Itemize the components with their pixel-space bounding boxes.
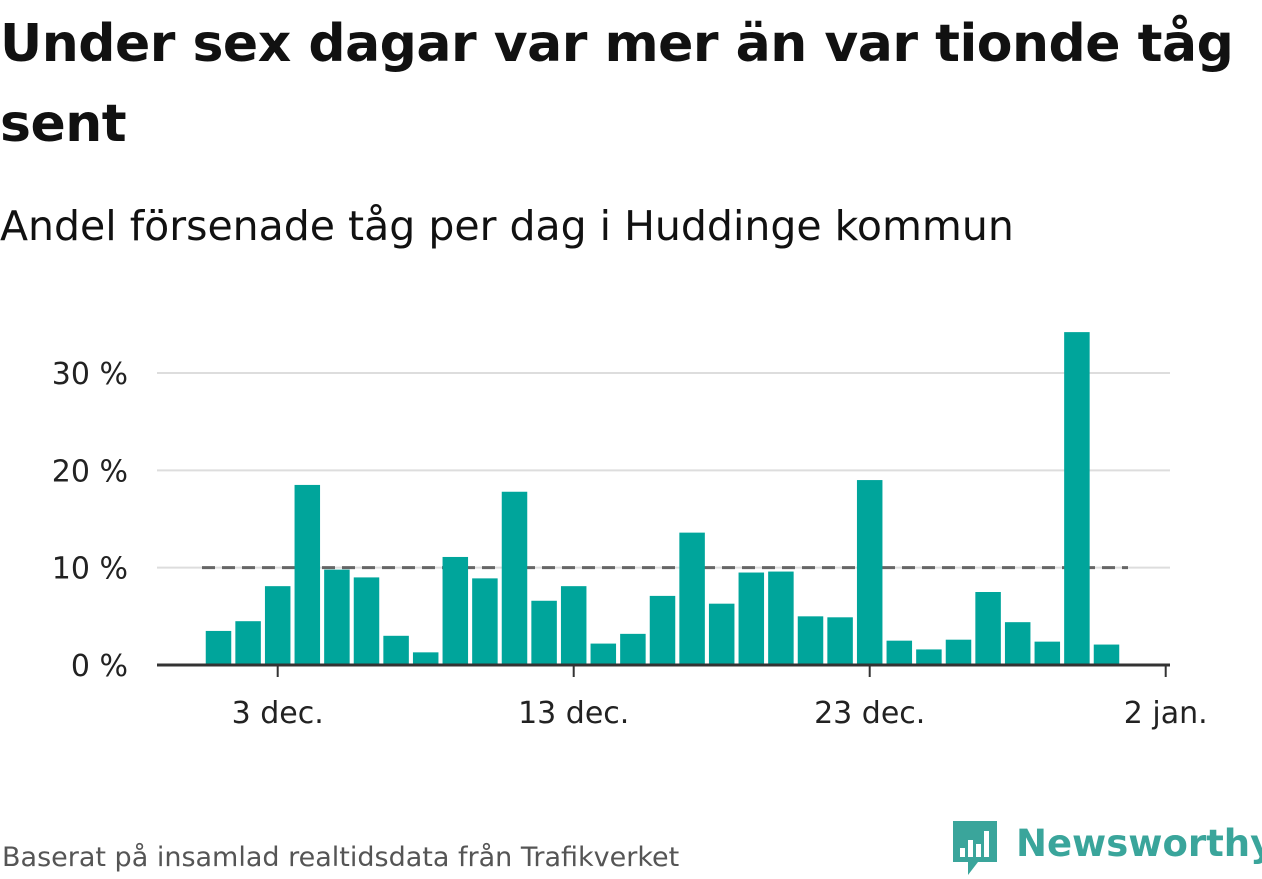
y-tick-label: 20 % (52, 454, 128, 489)
bar (708, 603, 735, 665)
y-tick-label: 0 % (71, 649, 128, 684)
y-tick-label: 10 % (52, 552, 128, 587)
bar (620, 633, 646, 665)
bar (916, 649, 942, 665)
bar (353, 577, 380, 665)
brand-logo: Newsworthy (950, 818, 1262, 878)
bar (1093, 644, 1120, 665)
bar (590, 643, 617, 665)
bar (1064, 332, 1090, 665)
bar (501, 491, 528, 665)
bar (383, 635, 409, 665)
bar (442, 556, 469, 665)
bars (205, 332, 1120, 665)
bar (856, 480, 883, 665)
chart-title: Under sex dagar var mer än var tionde tå… (0, 14, 1234, 154)
tick-labels: 0 % 10 % 20 % 30 % 3 dec. 13 dec. 23 dec. 2 jan… (52, 357, 1208, 731)
bar-chart-speech-bubble-icon (953, 821, 997, 875)
source-note: Baserat på insamlad realtidsdata från Tr… (2, 842, 680, 873)
bar (205, 630, 232, 665)
bar (560, 586, 587, 665)
bar (886, 640, 913, 665)
bar (975, 592, 1001, 665)
chart-subtitle: Andel försenade tåg per dag i Huddinge k… (0, 202, 1014, 250)
bar (768, 571, 794, 665)
bar (235, 621, 261, 665)
bar (294, 484, 321, 665)
bar (1034, 641, 1061, 665)
bar (797, 616, 824, 665)
x-tick-label: 23 dec. (814, 696, 925, 731)
bar (531, 600, 557, 665)
bar (945, 639, 972, 665)
bar (324, 569, 350, 665)
bar (472, 578, 498, 665)
y-tick-label: 30 % (52, 357, 128, 392)
bar (412, 652, 439, 665)
x-tick-label: 3 dec. (232, 696, 324, 731)
x-tick-label: 2 jan. (1124, 696, 1208, 731)
bar (738, 572, 765, 665)
brand-name: Newsworthy (1016, 822, 1262, 865)
x-tick-label: 13 dec. (518, 696, 629, 731)
bar (649, 595, 676, 665)
bar (679, 532, 705, 665)
axes (157, 663, 1170, 677)
bar (264, 586, 291, 665)
bar (1004, 622, 1031, 665)
bar (827, 617, 853, 665)
